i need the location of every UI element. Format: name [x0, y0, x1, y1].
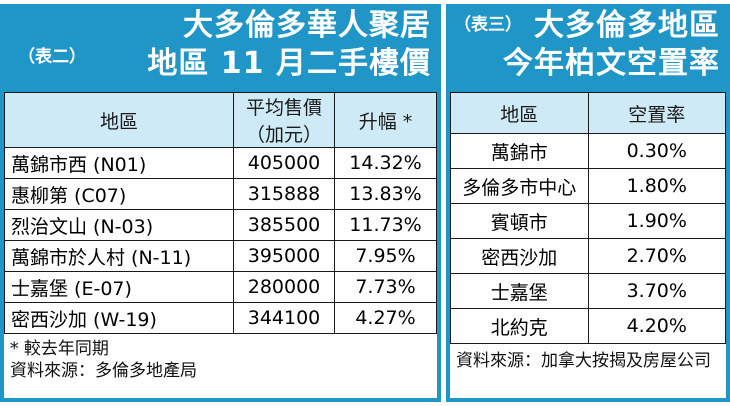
table2-change-cell: 7.95%	[334, 240, 437, 272]
table2-area-cell: 萬錦市西 (N01)	[4, 147, 234, 179]
table3-source: 資料來源：加拿大按揭及房屋公司	[456, 351, 711, 371]
table3-col-rate: 空置率	[587, 92, 726, 134]
table2-price-cell: 315888	[233, 178, 335, 210]
table2-change-cell: 4.27%	[334, 302, 437, 334]
table-row: 士嘉堡 (E-07) 280000 7.73%	[4, 271, 437, 303]
table2-panel: （表二） 大多倫多華人聚居 地區 11 月二手樓價 地區 平均售價 （加元） 升…	[0, 4, 441, 402]
table-row: 多倫多市中心 1.80%	[450, 168, 726, 204]
table3-header-row: 地區 空置率	[450, 92, 726, 134]
table3-rate-cell: 1.90%	[587, 203, 726, 239]
table-row: 惠柳第 (C07) 315888 13.83%	[4, 178, 437, 210]
table3-col-area: 地區	[450, 92, 589, 134]
table3-rate-cell: 2.70%	[587, 238, 726, 274]
table2-col-change: 升幅 *	[334, 92, 437, 148]
table2-price-cell: 344100	[233, 302, 335, 334]
table3-title-line1: 大多倫多地區	[534, 8, 720, 43]
table3-title-line2: 今年柏文空置率	[503, 46, 720, 81]
table3-rate-cell: 3.70%	[587, 273, 726, 309]
table2-footnote: * 較去年同期	[10, 339, 109, 359]
table3-area-cell: 賓頓市	[450, 203, 589, 239]
table2-area-cell: 士嘉堡 (E-07)	[4, 271, 234, 303]
table-row: 密西沙加 (W-19) 344100 4.27%	[4, 302, 437, 334]
table2-title-line2: 地區 11 月二手樓價	[147, 46, 431, 81]
table2-col-price: 平均售價 （加元）	[233, 92, 335, 148]
table-row: 密西沙加 2.70%	[450, 238, 726, 274]
table2-change-cell: 11.73%	[334, 209, 437, 241]
table3-area-cell: 北約克	[450, 308, 589, 344]
table2-col-area: 地區	[4, 92, 234, 148]
table3-area-cell: 士嘉堡	[450, 273, 589, 309]
table2-area-cell: 萬錦市於人村 (N-11)	[4, 240, 234, 272]
table2-header-row: 地區 平均售價 （加元） 升幅 *	[4, 92, 437, 148]
table2-notes: * 較去年同期 資料來源：多倫多地產局	[4, 334, 437, 386]
table2-box: 地區 平均售價 （加元） 升幅 * 萬錦市西 (N01) 405000 14.3…	[4, 92, 437, 398]
table3-tag: （表三）	[454, 15, 522, 35]
table2-col-price-label: 平均售價	[245, 97, 322, 119]
table2-header: （表二） 大多倫多華人聚居 地區 11 月二手樓價	[0, 4, 441, 88]
table2-change-cell: 13.83%	[334, 178, 437, 210]
table3-rate-cell: 1.80%	[587, 168, 726, 204]
table2-price-cell: 385500	[233, 209, 335, 241]
table2-source: 資料來源：多倫多地產局	[10, 361, 197, 381]
table3: 地區 空置率 萬錦市 0.30% 多倫多市中心 1.80% 賓頓市	[450, 92, 726, 344]
table3-area-cell: 密西沙加	[450, 238, 589, 274]
table2-price-cell: 280000	[233, 271, 335, 303]
table-row: 萬錦市 0.30%	[450, 133, 726, 169]
table2: 地區 平均售價 （加元） 升幅 * 萬錦市西 (N01) 405000 14.3…	[4, 92, 437, 334]
table2-change-cell: 14.32%	[334, 147, 437, 179]
table3-box: 地區 空置率 萬錦市 0.30% 多倫多市中心 1.80% 賓頓市	[450, 92, 726, 398]
table3-area-cell: 萬錦市	[450, 133, 589, 169]
table-row: 賓頓市 1.90%	[450, 203, 726, 239]
table2-col-price-unit: （加元）	[245, 124, 322, 146]
table3-panel: （表三） 大多倫多地區 今年柏文空置率 地區 空置率 萬錦市 0.30%	[446, 4, 730, 402]
table2-price-cell: 405000	[233, 147, 335, 179]
table2-change-cell: 7.73%	[334, 271, 437, 303]
table3-area-cell: 多倫多市中心	[450, 168, 589, 204]
table-row: 萬錦市西 (N01) 405000 14.32%	[4, 147, 437, 179]
table-row: 北約克 4.20%	[450, 308, 726, 344]
table2-area-cell: 烈治文山 (N-03)	[4, 209, 234, 241]
table-row: 萬錦市於人村 (N-11) 395000 7.95%	[4, 240, 437, 272]
table2-area-cell: 惠柳第 (C07)	[4, 178, 234, 210]
table3-header: （表三） 大多倫多地區 今年柏文空置率	[446, 4, 730, 88]
table2-area-cell: 密西沙加 (W-19)	[4, 302, 234, 334]
table3-rate-cell: 4.20%	[587, 308, 726, 344]
table2-title-line1: 大多倫多華人聚居	[183, 8, 431, 43]
table2-tag: （表二）	[18, 47, 86, 67]
table-row: 烈治文山 (N-03) 385500 11.73%	[4, 209, 437, 241]
table3-rate-cell: 0.30%	[587, 133, 726, 169]
table2-price-cell: 395000	[233, 240, 335, 272]
table-row: 士嘉堡 3.70%	[450, 273, 726, 309]
